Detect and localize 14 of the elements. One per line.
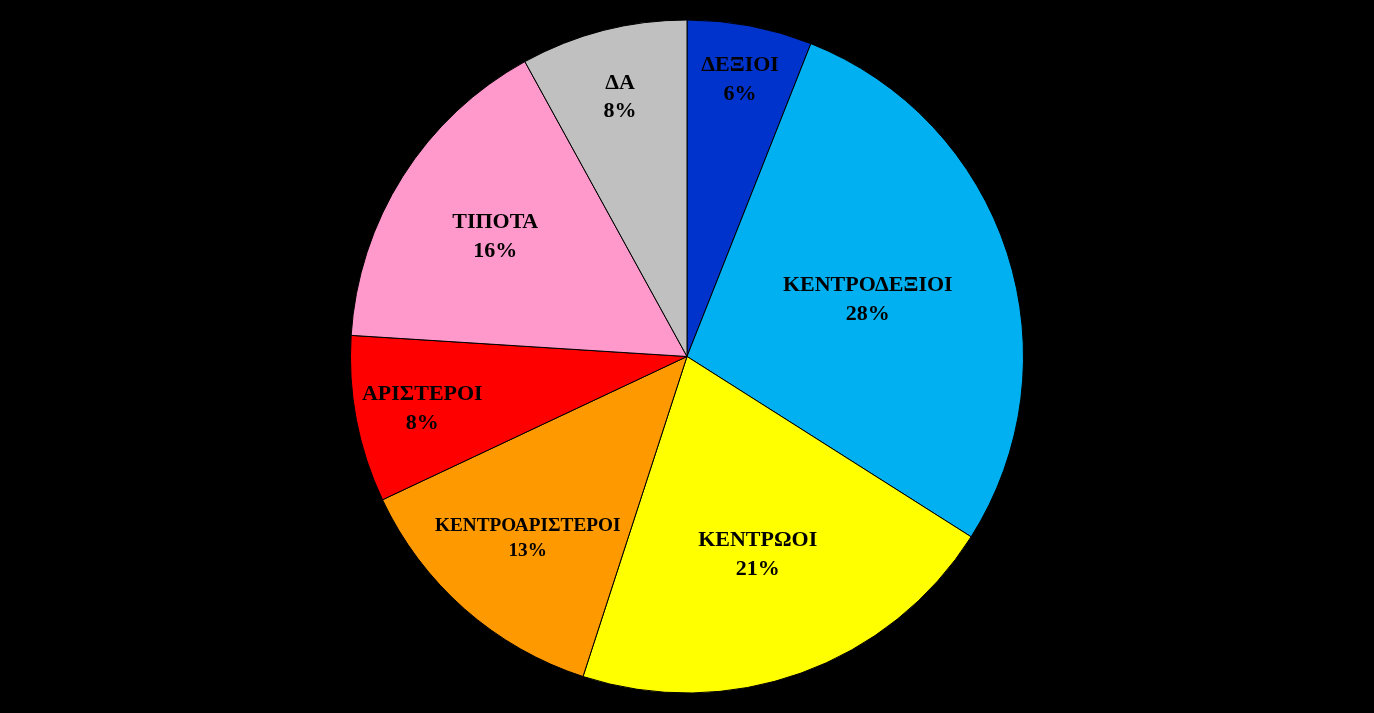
slice-label: ΔΕΞΙΟΙ [701,51,779,77]
slice-label: ΚΕΝΤΡΟΑΡΙΣΤΕΡΟΙ [435,514,621,536]
data-label: 16% [473,236,518,262]
slice-label: ΚΕΝΤΡΩΟΙ [698,526,818,551]
data-label: 6% [723,79,757,105]
slice-label: ΑΡΙΣΤΕΡΟΙ [361,380,483,406]
data-label: 28% [845,299,890,325]
data-label: 8% [405,408,439,434]
slice-label: ΤΙΠΟΤΑ [452,208,539,234]
data-label: 8% [603,97,637,123]
data-label: 21% [735,554,780,580]
slice-label: ΚΕΝΤΡΟΔΕΞΙΟΙ [782,270,953,296]
data-label: 13% [508,539,547,561]
slice-label: ΔΑ [605,68,635,94]
